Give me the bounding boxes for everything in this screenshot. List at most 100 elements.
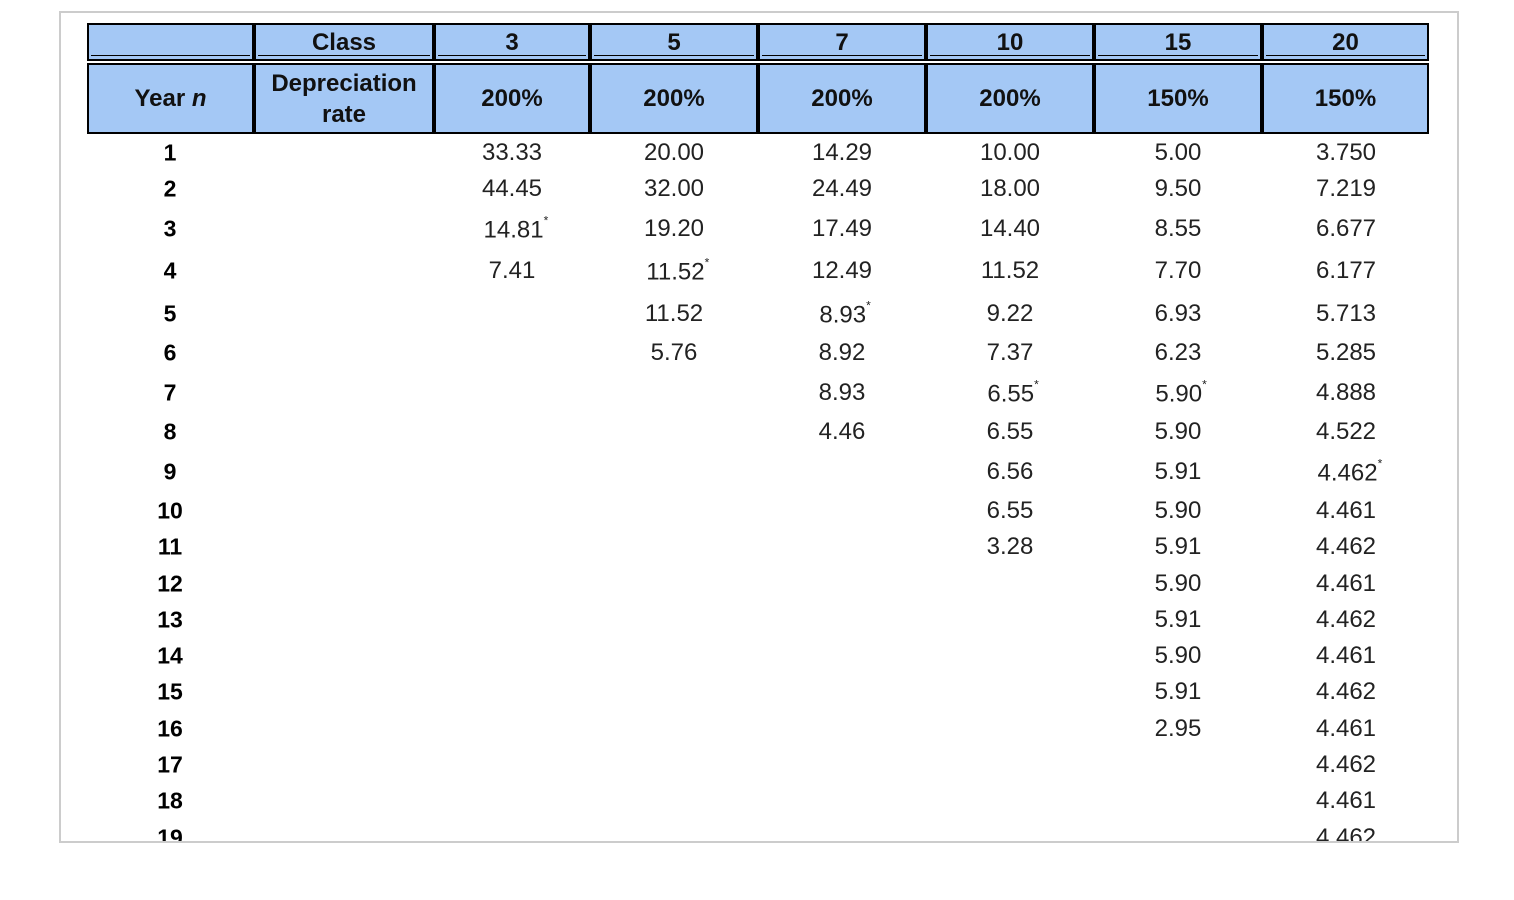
header-cell: 150% bbox=[1262, 63, 1429, 134]
rate-value: 200% bbox=[811, 85, 873, 112]
cell-value: 5.90* bbox=[1155, 377, 1207, 409]
year: 10 bbox=[157, 497, 183, 524]
header-cell: 200% bbox=[590, 63, 758, 134]
year: 3 bbox=[163, 215, 177, 242]
class-value: 20 bbox=[1332, 28, 1359, 56]
cell-value: 4.461 bbox=[1315, 497, 1377, 524]
cell-value: 4.461 bbox=[1315, 642, 1377, 669]
underline bbox=[594, 54, 754, 56]
cell-value: 4.462 bbox=[1315, 606, 1377, 633]
underline bbox=[91, 54, 250, 56]
header-cell: 5 bbox=[590, 23, 758, 61]
cell-value: 8.93* bbox=[819, 299, 870, 330]
year-var: n bbox=[191, 85, 207, 112]
cell-value: 11.52 bbox=[980, 257, 1040, 284]
underline bbox=[930, 54, 1090, 56]
cell-value: 4.462 bbox=[1315, 533, 1377, 560]
cell-value: 32.00 bbox=[643, 175, 705, 202]
cell-value: 4.46 bbox=[818, 418, 866, 445]
header-cell: Class bbox=[254, 23, 434, 61]
year: 18 bbox=[157, 787, 183, 814]
cell-value: 4.462* bbox=[1317, 456, 1383, 488]
cell-value: 5.91 bbox=[1154, 606, 1202, 633]
year: 7 bbox=[163, 379, 177, 406]
class-value: 5 bbox=[667, 28, 681, 56]
cell-value: 10.00 bbox=[979, 139, 1041, 166]
header-cell: 150% bbox=[1094, 63, 1262, 134]
cell-value: 9.22 bbox=[986, 300, 1034, 327]
cell-value: 17.49 bbox=[811, 215, 873, 242]
rate-value: 150% bbox=[1147, 85, 1209, 112]
cell-value: 19.20 bbox=[643, 215, 705, 242]
cell-value: 8.93 bbox=[818, 379, 866, 406]
rate-value: 200% bbox=[643, 85, 705, 112]
year: 4 bbox=[163, 257, 177, 284]
cell-value: 5.91 bbox=[1154, 533, 1202, 560]
cell-value: 6.177 bbox=[1315, 257, 1377, 284]
cell-value: 4.462 bbox=[1315, 824, 1377, 843]
cell-value: 4.522 bbox=[1315, 418, 1377, 445]
cell-value: 6.56 bbox=[986, 458, 1034, 485]
underline bbox=[1098, 54, 1258, 56]
class-value: 15 bbox=[1164, 28, 1192, 56]
year: 9 bbox=[163, 458, 177, 485]
cell-value: 3.750 bbox=[1315, 139, 1377, 166]
class-value: 3 bbox=[505, 28, 519, 56]
header-cell bbox=[87, 23, 254, 61]
rate-label: Depreciation rate bbox=[271, 69, 417, 128]
year: 2 bbox=[163, 175, 177, 202]
cell-value: 4.462 bbox=[1315, 678, 1377, 705]
underline bbox=[438, 54, 586, 56]
header-cell: 3 bbox=[434, 23, 590, 61]
value-text: 11.52 bbox=[646, 258, 705, 286]
value-text: 5.90 bbox=[1155, 380, 1203, 408]
year-label: Year bbox=[134, 85, 186, 112]
cell-value: 5.285 bbox=[1315, 339, 1377, 366]
cell-value: 14.29 bbox=[811, 139, 873, 166]
footnote-mark: * bbox=[1202, 377, 1207, 392]
header-cell: 200% bbox=[758, 63, 926, 134]
cell-value: 2.95 bbox=[1154, 715, 1202, 742]
cell-value: 5.91 bbox=[1154, 678, 1202, 705]
cell-value: 4.461 bbox=[1315, 715, 1377, 742]
cell-value: 24.49 bbox=[811, 175, 873, 202]
value-text: 4.462 bbox=[1317, 459, 1378, 487]
footnote-mark: * bbox=[1377, 456, 1383, 471]
rate-value: 200% bbox=[979, 85, 1041, 112]
value-text: 8.93 bbox=[819, 301, 867, 329]
cell-value: 14.40 bbox=[979, 215, 1041, 242]
year: 13 bbox=[157, 606, 183, 633]
table-frame: Year n Class Depreciation rate 3 200% 5 200% 7 2… bbox=[59, 11, 1459, 843]
cell-value: 7.37 bbox=[986, 339, 1034, 366]
header-cell: 20 bbox=[1262, 23, 1429, 61]
year: 11 bbox=[157, 533, 183, 560]
cell-value: 5.713 bbox=[1315, 300, 1377, 327]
header-cell: Year n bbox=[87, 63, 254, 134]
cell-value: 11.52 bbox=[644, 300, 704, 327]
cell-value: 7.70 bbox=[1154, 257, 1202, 284]
rate-value: 200% bbox=[481, 85, 543, 112]
year: 6 bbox=[163, 339, 177, 366]
class-value: 7 bbox=[835, 28, 849, 56]
cell-value: 5.76 bbox=[650, 339, 698, 366]
cell-value: 5.90 bbox=[1154, 642, 1202, 669]
rate-value: 150% bbox=[1314, 85, 1377, 112]
year: 17 bbox=[157, 751, 183, 778]
class-label: Class bbox=[311, 28, 377, 56]
cell-value: 6.677 bbox=[1315, 215, 1377, 242]
underline bbox=[762, 54, 922, 56]
year: 15 bbox=[157, 678, 183, 705]
value-text: 6.55 bbox=[987, 380, 1035, 408]
cell-value: 4.888 bbox=[1315, 379, 1377, 406]
cell-value: 5.90 bbox=[1154, 497, 1202, 524]
year: 16 bbox=[157, 715, 183, 742]
year: 14 bbox=[157, 642, 183, 669]
cell-value: 6.55* bbox=[987, 378, 1038, 409]
cell-value: 6.93 bbox=[1154, 300, 1202, 327]
header-cell: Depreciation rate bbox=[254, 63, 434, 134]
class-value: 10 bbox=[996, 28, 1024, 56]
cell-value: 20.00 bbox=[643, 139, 705, 166]
header-cell: 10 bbox=[926, 23, 1094, 61]
cell-value: 4.462 bbox=[1315, 751, 1377, 778]
